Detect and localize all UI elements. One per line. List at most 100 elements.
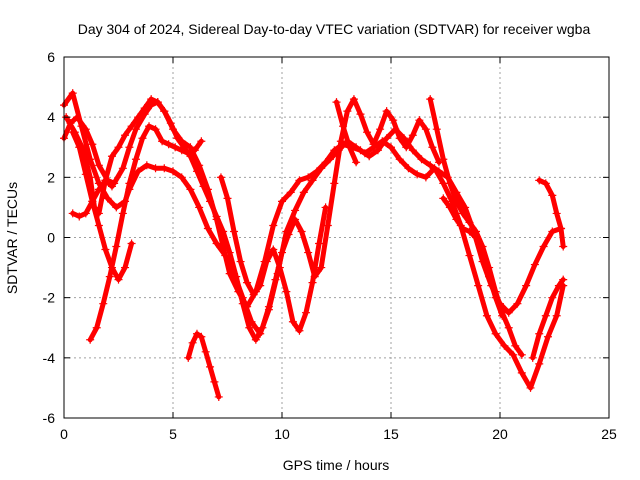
data-point [336,137,345,146]
data-point [559,242,568,251]
data-point [408,131,417,140]
data-point [465,227,474,236]
y-tick-label: 4 [47,109,55,125]
data-point [498,311,507,320]
data-point [452,197,461,206]
data-point [101,176,110,185]
data-point [352,158,361,167]
data-point [408,146,417,155]
data-point [522,281,531,290]
data-point [225,248,234,257]
data-point [517,368,526,377]
data-point [417,155,426,164]
data-point [528,353,537,362]
data-point [88,140,97,149]
data-point [288,317,297,326]
data-point [269,245,278,254]
series-track-i [426,95,526,359]
data-point [206,197,215,206]
data-point [236,257,245,266]
data-point [304,248,313,257]
data-point [402,143,411,152]
data-point [413,170,422,179]
series-track-e [86,122,206,344]
data-point [125,179,134,188]
data-point [295,326,304,335]
data-point [75,212,84,221]
data-point [301,308,310,317]
x-tick-label: 0 [60,426,68,442]
data-point [541,179,550,188]
data-point [99,299,108,308]
data-point [269,221,278,230]
data-point [94,161,103,170]
data-point [491,293,500,302]
data-point [145,122,154,131]
data-point [184,149,193,158]
data-point [192,167,201,176]
data-point [415,116,424,125]
data-point [500,341,509,350]
data-point [151,125,160,134]
data-point [321,203,330,212]
data-point [339,122,348,131]
data-point [151,164,160,173]
data-point [121,263,130,272]
data-point [541,311,550,320]
data-point [177,146,186,155]
data-point [356,110,365,119]
data-point [230,227,239,236]
data-point [131,125,140,134]
x-tick-label: 10 [274,426,290,442]
data-point [548,293,557,302]
data-point [160,107,169,116]
data-point [251,335,260,344]
data-point [131,155,140,164]
data-point [376,125,385,134]
data-point [482,311,491,320]
data-point [238,299,247,308]
x-tick-label: 5 [169,426,177,442]
data-point [271,275,280,284]
data-point [118,164,127,173]
data-point [68,209,77,218]
data-point [349,95,358,104]
data-point [548,191,557,200]
series-track-m [332,98,361,167]
data-point [81,170,90,179]
data-point [232,272,241,281]
data-point [421,125,430,134]
series-track [440,195,505,319]
data-point [112,242,121,251]
data-point [171,143,180,152]
x-tick-label: 25 [601,426,617,442]
data-point [530,260,539,269]
series-track-j [439,194,507,320]
data-point [308,176,317,185]
data-point [439,155,448,164]
data-point [114,143,123,152]
ticks: 0 5 10 15 20 25 -6 -4 -2 0 2 4 6 [43,49,617,442]
y-tick-label: 0 [47,230,55,246]
x-axis-label: GPS time / hours [283,457,390,473]
data-point [382,107,391,116]
data-point [134,167,143,176]
data-point [491,329,500,338]
data-point [439,194,448,203]
data-point [166,119,175,128]
data-point [219,227,228,236]
data-point [140,104,149,113]
data-point [278,197,286,206]
data-point [188,338,197,347]
data-point [445,203,454,212]
data-point [197,332,206,341]
data-point [184,353,193,362]
series-track [530,277,566,361]
data-point [275,263,284,272]
data-point [474,281,483,290]
data-point [158,137,167,146]
data-point [317,164,326,173]
data-point [75,143,84,152]
x-tick-label: 20 [492,426,508,442]
